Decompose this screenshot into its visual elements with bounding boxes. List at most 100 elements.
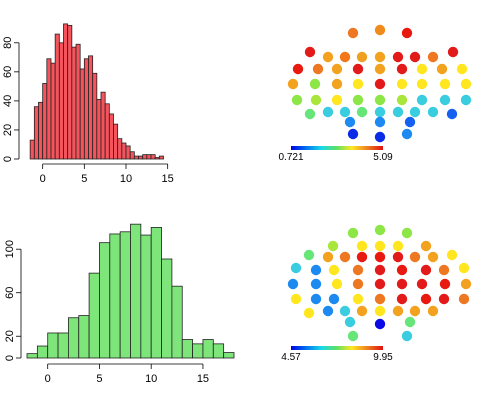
histogram-bottom-left: 0 5 10 15 0 20 60 100	[4, 223, 235, 385]
histogram-bar	[161, 258, 173, 359]
electrode-point	[460, 278, 472, 290]
histogram-bar	[133, 155, 139, 160]
electrode-point	[396, 63, 408, 75]
x-tick-label: 0	[40, 173, 46, 185]
histogram-bar	[26, 353, 38, 359]
x-tick-label: 10	[120, 173, 132, 185]
electrode-point	[446, 249, 458, 261]
histogram-bar	[68, 317, 80, 359]
histogram-bar	[104, 103, 110, 160]
electrode-point	[427, 106, 439, 118]
electrode-point	[339, 251, 351, 263]
histogram-bar	[146, 154, 152, 160]
histogram-bar	[33, 106, 39, 160]
electrode-point	[392, 305, 404, 317]
electrode-point	[392, 51, 404, 63]
electrode-point	[392, 240, 404, 252]
electrode-point	[409, 251, 421, 263]
y-tick-label: 60	[4, 287, 16, 299]
y-tick-label: 0	[2, 156, 14, 162]
histogram-bar	[99, 242, 111, 359]
electrode-point	[420, 264, 432, 276]
electrode-point	[374, 240, 386, 252]
electrode-point	[347, 27, 359, 39]
electrode-point	[356, 251, 368, 263]
colorbar	[291, 146, 383, 150]
x-tick-label: 5	[96, 373, 102, 385]
electrode-point	[352, 264, 364, 276]
electrode-point	[352, 278, 364, 290]
histogram-bar	[158, 155, 164, 160]
electrode-point	[427, 51, 439, 63]
electrode-point	[420, 293, 432, 305]
histogram-bar	[88, 55, 94, 160]
histogram-bar	[38, 101, 44, 160]
electrode-point	[396, 78, 408, 90]
electrode-point	[447, 46, 459, 58]
electrode-point	[438, 264, 450, 276]
y-tick-label: 100	[4, 240, 16, 258]
electrode-point	[401, 128, 413, 140]
electrode-point	[374, 51, 386, 63]
histogram-bar	[75, 43, 81, 160]
electrode-point	[290, 293, 302, 305]
electrode-point	[436, 63, 448, 75]
histogram-bar	[71, 46, 77, 160]
electrode-point	[322, 51, 334, 63]
electrode-point	[420, 240, 432, 252]
histogram-bar	[78, 315, 90, 359]
histogram-bar	[117, 138, 123, 160]
electrode-point	[374, 24, 386, 36]
electrode-point	[290, 262, 302, 274]
electrode-point	[344, 316, 356, 328]
histogram-bar	[29, 139, 35, 160]
y-tick-label: 40	[2, 95, 14, 107]
electrode-point	[304, 46, 316, 58]
histogram-bar	[119, 231, 131, 359]
histogram-bar	[50, 62, 56, 160]
histogram-bar	[108, 113, 114, 160]
electrode-point	[392, 251, 404, 263]
electrode-point	[396, 278, 408, 290]
electrode-point	[439, 94, 451, 106]
histogram-bar	[46, 58, 52, 160]
electrode-point	[416, 78, 428, 90]
x-tick-label: 5	[81, 173, 87, 185]
electrode-map-bottom-right: 4.57 9.95	[281, 224, 472, 363]
electrode-point	[409, 51, 421, 63]
histogram-bar	[171, 285, 183, 359]
histogram-bar	[88, 272, 100, 359]
electrode-point	[374, 131, 386, 143]
electrode-point	[416, 278, 428, 290]
electrode-point	[409, 106, 421, 118]
histogram-bar	[181, 339, 194, 359]
electrode-point	[352, 63, 364, 75]
electrode-point	[374, 305, 386, 317]
electrode-point	[456, 63, 468, 75]
y-tick-label: 60	[2, 66, 14, 78]
electrode-point	[458, 262, 470, 274]
colorbar	[291, 346, 383, 350]
histogram-bar	[129, 151, 135, 160]
histogram-bar	[138, 155, 144, 160]
electrode-point	[401, 27, 413, 39]
electrode-point	[352, 94, 364, 106]
electrode-point	[374, 264, 386, 276]
x-tick-label: 15	[162, 173, 174, 185]
electrode-point	[356, 51, 368, 63]
electrode-point	[327, 240, 339, 252]
histogram-bar	[130, 223, 142, 359]
electrode-point	[322, 106, 334, 118]
histogram-bar	[212, 343, 225, 359]
electrode-point	[303, 249, 315, 261]
electrode-point	[352, 293, 364, 305]
electrode-point	[347, 330, 359, 342]
electrode-point	[392, 106, 404, 118]
electrode-point	[310, 278, 322, 290]
electrode-point	[287, 278, 299, 290]
electrode-point	[331, 94, 343, 106]
electrode-point	[374, 63, 386, 75]
electrode-point	[404, 316, 416, 328]
electrode-point	[331, 78, 343, 90]
electrode-point	[291, 94, 303, 106]
